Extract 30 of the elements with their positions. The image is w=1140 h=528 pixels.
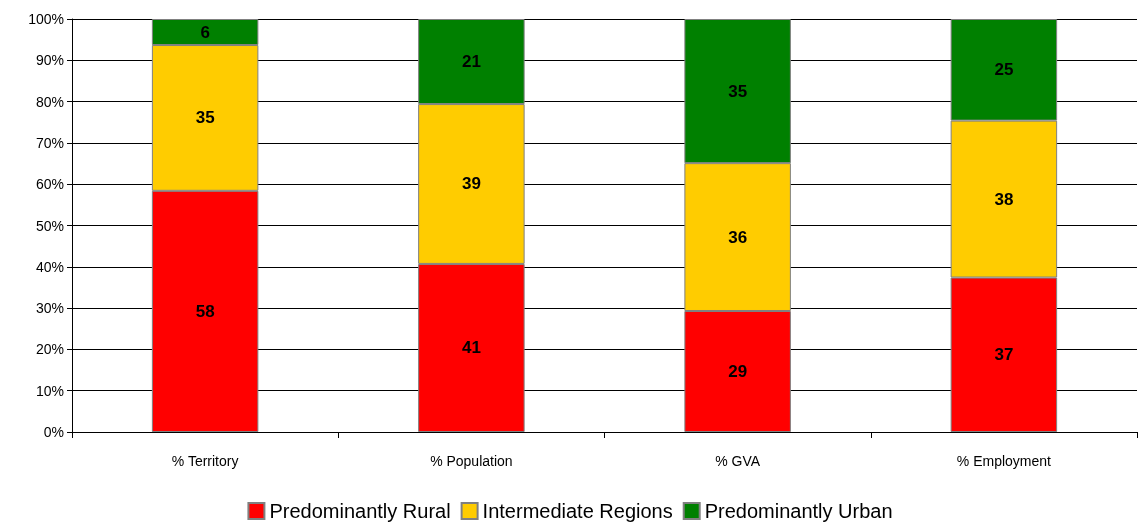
y-tick-label: 20% [35, 341, 64, 358]
data-label: 21 [461, 52, 481, 72]
legend-label: Predominantly Urban [704, 500, 893, 522]
y-tick-label: 100% [28, 11, 64, 27]
y-tick-label: 90% [35, 52, 64, 69]
data-label: 39 [461, 174, 481, 194]
data-label: 41 [461, 338, 481, 358]
data-label: 58 [195, 301, 215, 321]
legend-label: Predominantly Rural [269, 500, 451, 522]
y-tick-label: 80% [35, 93, 64, 110]
data-label: 35 [728, 81, 748, 101]
data-label: 29 [728, 362, 748, 381]
x-tick-label: % Territory [171, 453, 239, 469]
data-label: 37 [994, 345, 1014, 365]
y-tick-label: 70% [35, 134, 64, 151]
legend-label: Intermediate Regions [482, 500, 673, 522]
y-tick-label: 40% [35, 258, 64, 275]
x-tick-label: % Employment [956, 453, 1052, 469]
x-tick-label: % GVA [715, 453, 761, 469]
data-label: 38 [994, 189, 1014, 209]
y-tick-label: 10% [35, 382, 64, 399]
y-tick-label: 50% [35, 217, 64, 234]
data-label: 35 [195, 108, 215, 128]
y-tick-label: 0% [43, 424, 64, 440]
x-tick-label: % Population [430, 453, 513, 469]
data-label: 36 [728, 227, 748, 247]
y-tick-label: 30% [35, 300, 64, 317]
data-label: 6 [200, 22, 210, 42]
y-tick-label: 60% [35, 176, 64, 193]
data-label: 25 [994, 60, 1014, 80]
